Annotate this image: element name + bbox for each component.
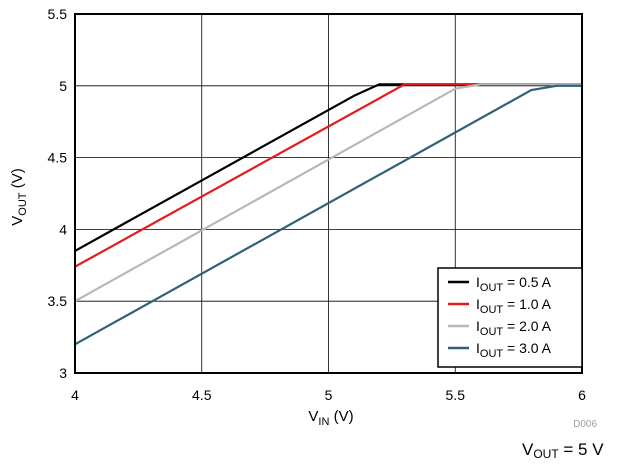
legend-label-1: IOUT = 1.0 A: [476, 296, 552, 316]
series-lines: [74, 83, 582, 346]
y-tick-label-2: 4: [59, 221, 67, 237]
caption-main: V: [522, 440, 534, 459]
y-tick-labels: 3 3.5 4 4.5 5 5.5: [48, 6, 68, 381]
legend-label-2: IOUT = 2.0 A: [476, 318, 552, 338]
y-tick-label-0: 3: [59, 365, 67, 381]
figure-code: D006: [573, 419, 597, 430]
series-line-2: [74, 83, 582, 303]
plot-frame: [74, 13, 583, 374]
x-axis-label: VIN (V): [308, 408, 353, 428]
caption-sub: OUT: [533, 447, 559, 461]
x-tick-label-3: 5.5: [446, 387, 466, 403]
y-axis-label-sub: OUT: [17, 192, 29, 216]
y-tick-label-4: 5: [59, 78, 67, 94]
x-tick-label-1: 4.5: [192, 387, 212, 403]
y-tick-label-3: 4.5: [48, 150, 68, 166]
x-axis-label-main: V: [308, 408, 318, 425]
x-tick-label-2: 5: [325, 387, 333, 403]
x-axis-label-sub: IN: [318, 416, 329, 428]
y-axis-label-main: V: [9, 216, 26, 226]
x-tick-label-0: 4: [71, 387, 79, 403]
legend-box: [437, 267, 583, 368]
x-axis-label-unit: (V): [329, 408, 353, 425]
series-line-3: [74, 84, 582, 346]
legend-label-3: IOUT = 3.0 A: [476, 340, 552, 360]
caption-rest: = 5 V: [558, 440, 604, 459]
x-tick-label-4: 6: [578, 387, 586, 403]
y-axis-label-unit: (V): [9, 168, 26, 192]
y-axis-label: VOUT (V): [9, 168, 29, 225]
caption: VOUT = 5 V: [522, 440, 604, 461]
y-tick-label-5: 5.5: [48, 6, 68, 22]
x-tick-labels: 4 4.5 5 5.5 6: [71, 387, 586, 403]
y-tick-label-1: 3.5: [48, 293, 68, 309]
legend-label-0: IOUT = 0.5 A: [476, 274, 552, 294]
